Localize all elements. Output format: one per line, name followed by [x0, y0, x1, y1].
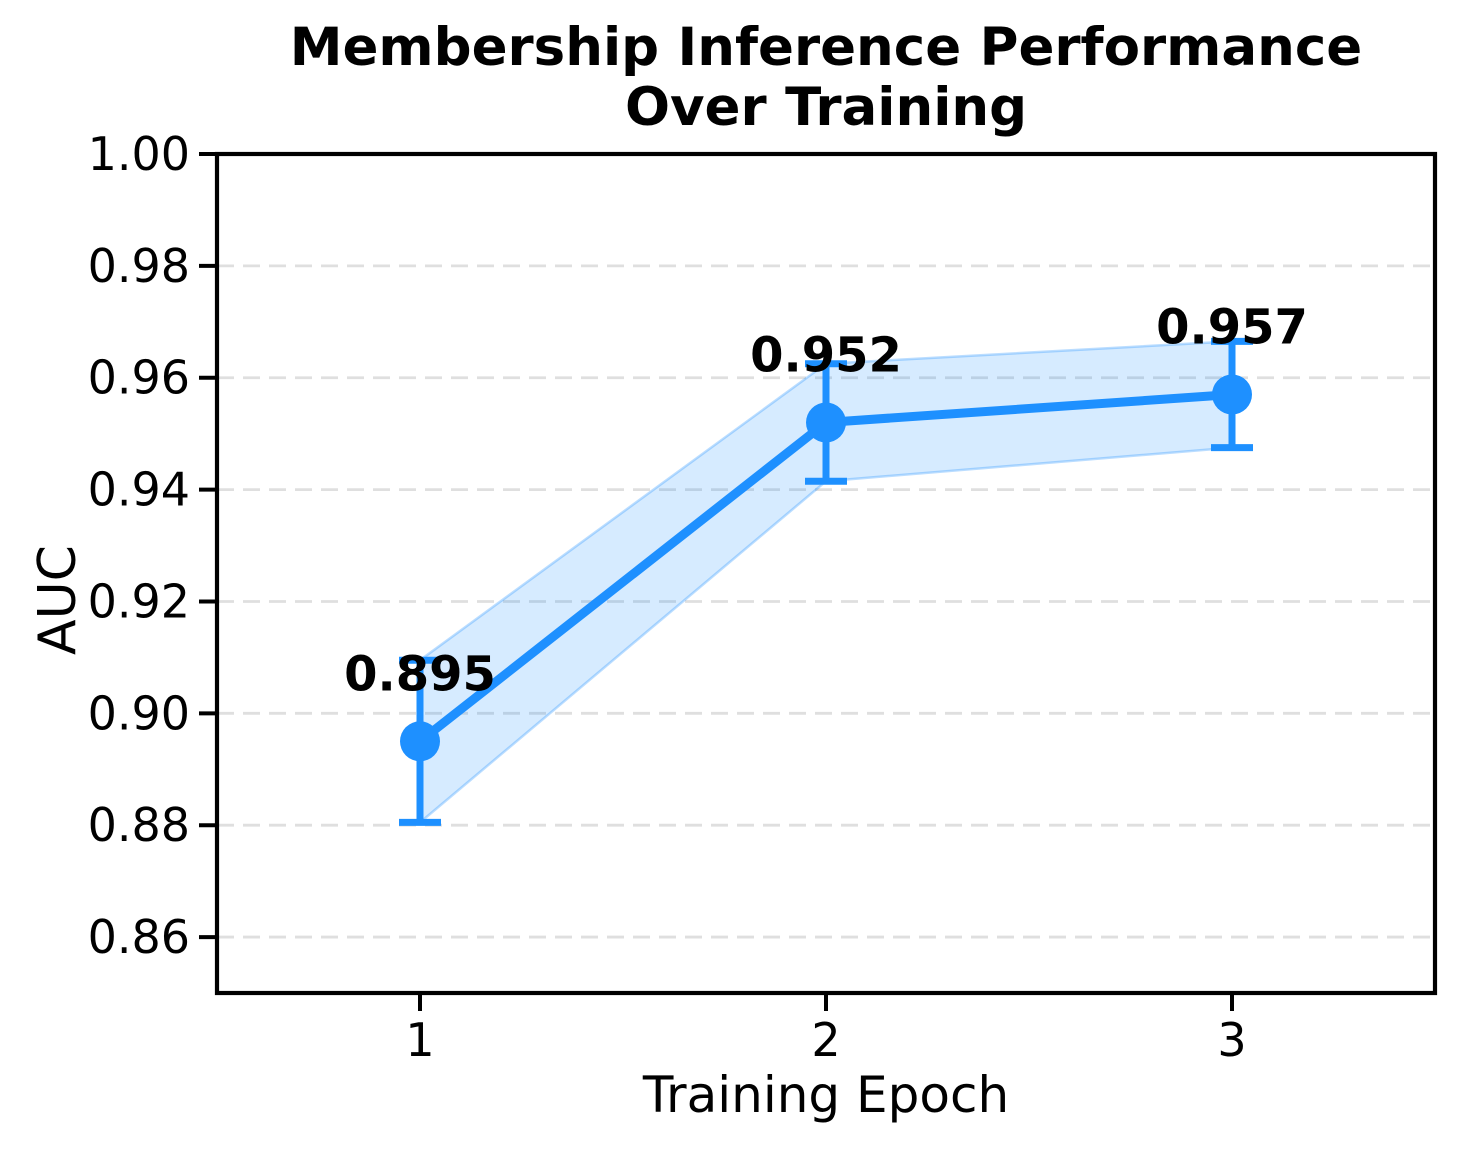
x-tick-label: 1: [405, 1013, 434, 1067]
y-tick-label: 0.94: [88, 463, 190, 517]
y-tick-label: 0.92: [88, 574, 190, 628]
point-value-label: 0.952: [750, 327, 902, 383]
data-point-marker: [806, 402, 846, 443]
y-tick-label: 0.88: [88, 798, 190, 852]
y-tick-label: 0.96: [88, 351, 190, 405]
point-value-label: 0.895: [344, 646, 496, 702]
x-tick-label: 3: [1217, 1013, 1246, 1067]
y-tick-label: 0.90: [88, 686, 190, 740]
x-axis-label: Training Epoch: [642, 1066, 1010, 1124]
data-point-marker: [400, 721, 440, 762]
axes-spines: [214, 151, 1438, 996]
point-value-label: 0.957: [1156, 300, 1308, 356]
y-tick-label: 0.86: [88, 910, 190, 964]
data-point-marker: [1212, 374, 1252, 415]
x-tick-label: 2: [811, 1013, 840, 1067]
y-tick-label: 1.00: [88, 127, 190, 181]
y-tick-label: 0.98: [88, 239, 190, 293]
chart-title: Membership Inference Performance Over Tr…: [289, 17, 1363, 139]
